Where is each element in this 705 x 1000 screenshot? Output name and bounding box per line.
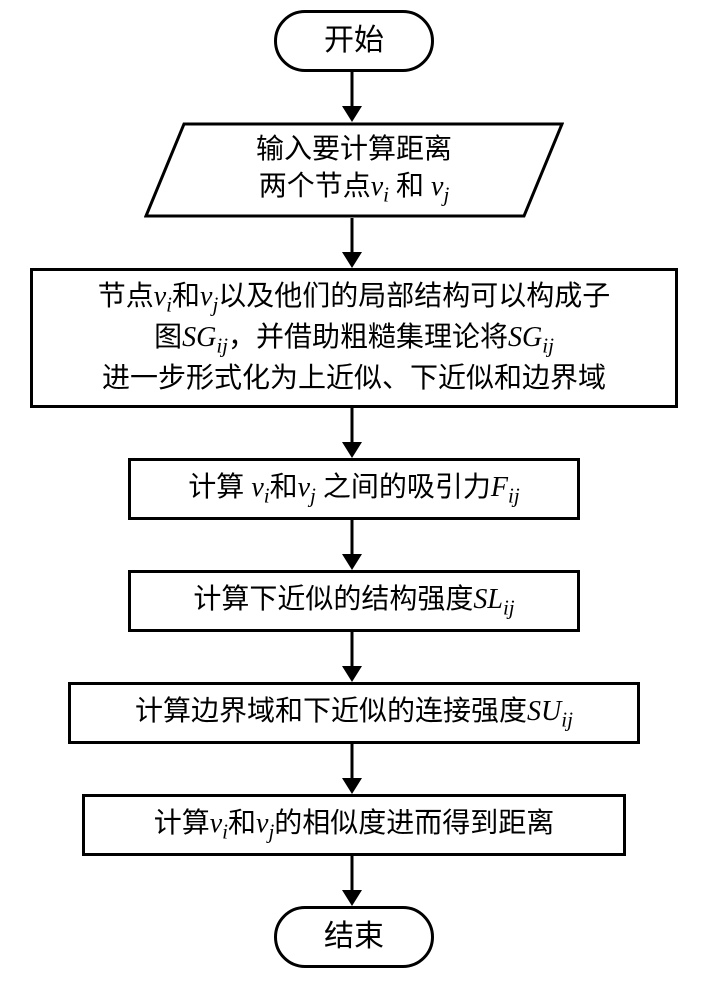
flowchart-canvas: 开始 输入要计算距离 两个节点vi 和 vj 节点vi和vj以及他们的局部结构可…	[0, 0, 705, 1000]
input-vi: vi	[371, 171, 389, 202]
input-line1: 输入要计算距离	[256, 134, 452, 165]
node-su-label: 计算边界域和下近似的连接强度SUij	[127, 689, 581, 738]
node-input-label: 输入要计算距离 两个节点vi 和 vj	[144, 122, 564, 218]
node-sim-label: 计算vi和vj的相似度进而得到距离	[146, 801, 563, 850]
node-sl-label: 计算下近似的结构强度SLij	[185, 577, 522, 626]
node-input: 输入要计算距离 两个节点vi 和 vj	[144, 122, 564, 218]
input-line2-pre: 两个节点	[259, 171, 371, 202]
node-end-label: 结束	[316, 913, 392, 962]
input-and: 和	[396, 171, 424, 202]
node-subgraph: 节点vi和vj以及他们的局部结构可以构成子 图SGij，并借助粗糙集理论将SGi…	[30, 268, 678, 408]
node-force: 计算 vi和vj 之间的吸引力Fij	[128, 458, 580, 520]
input-vj: vj	[431, 171, 449, 202]
node-force-label: 计算 vi和vj 之间的吸引力Fij	[180, 465, 527, 514]
node-su: 计算边界域和下近似的连接强度SUij	[68, 682, 640, 744]
node-subgraph-label: 节点vi和vj以及他们的局部结构可以构成子 图SGij，并借助粗糙集理论将SGi…	[90, 274, 619, 402]
node-end: 结束	[274, 906, 434, 968]
node-start-label: 开始	[316, 17, 392, 66]
node-sim: 计算vi和vj的相似度进而得到距离	[82, 794, 626, 856]
node-start: 开始	[274, 10, 434, 72]
node-sl: 计算下近似的结构强度SLij	[128, 570, 580, 632]
